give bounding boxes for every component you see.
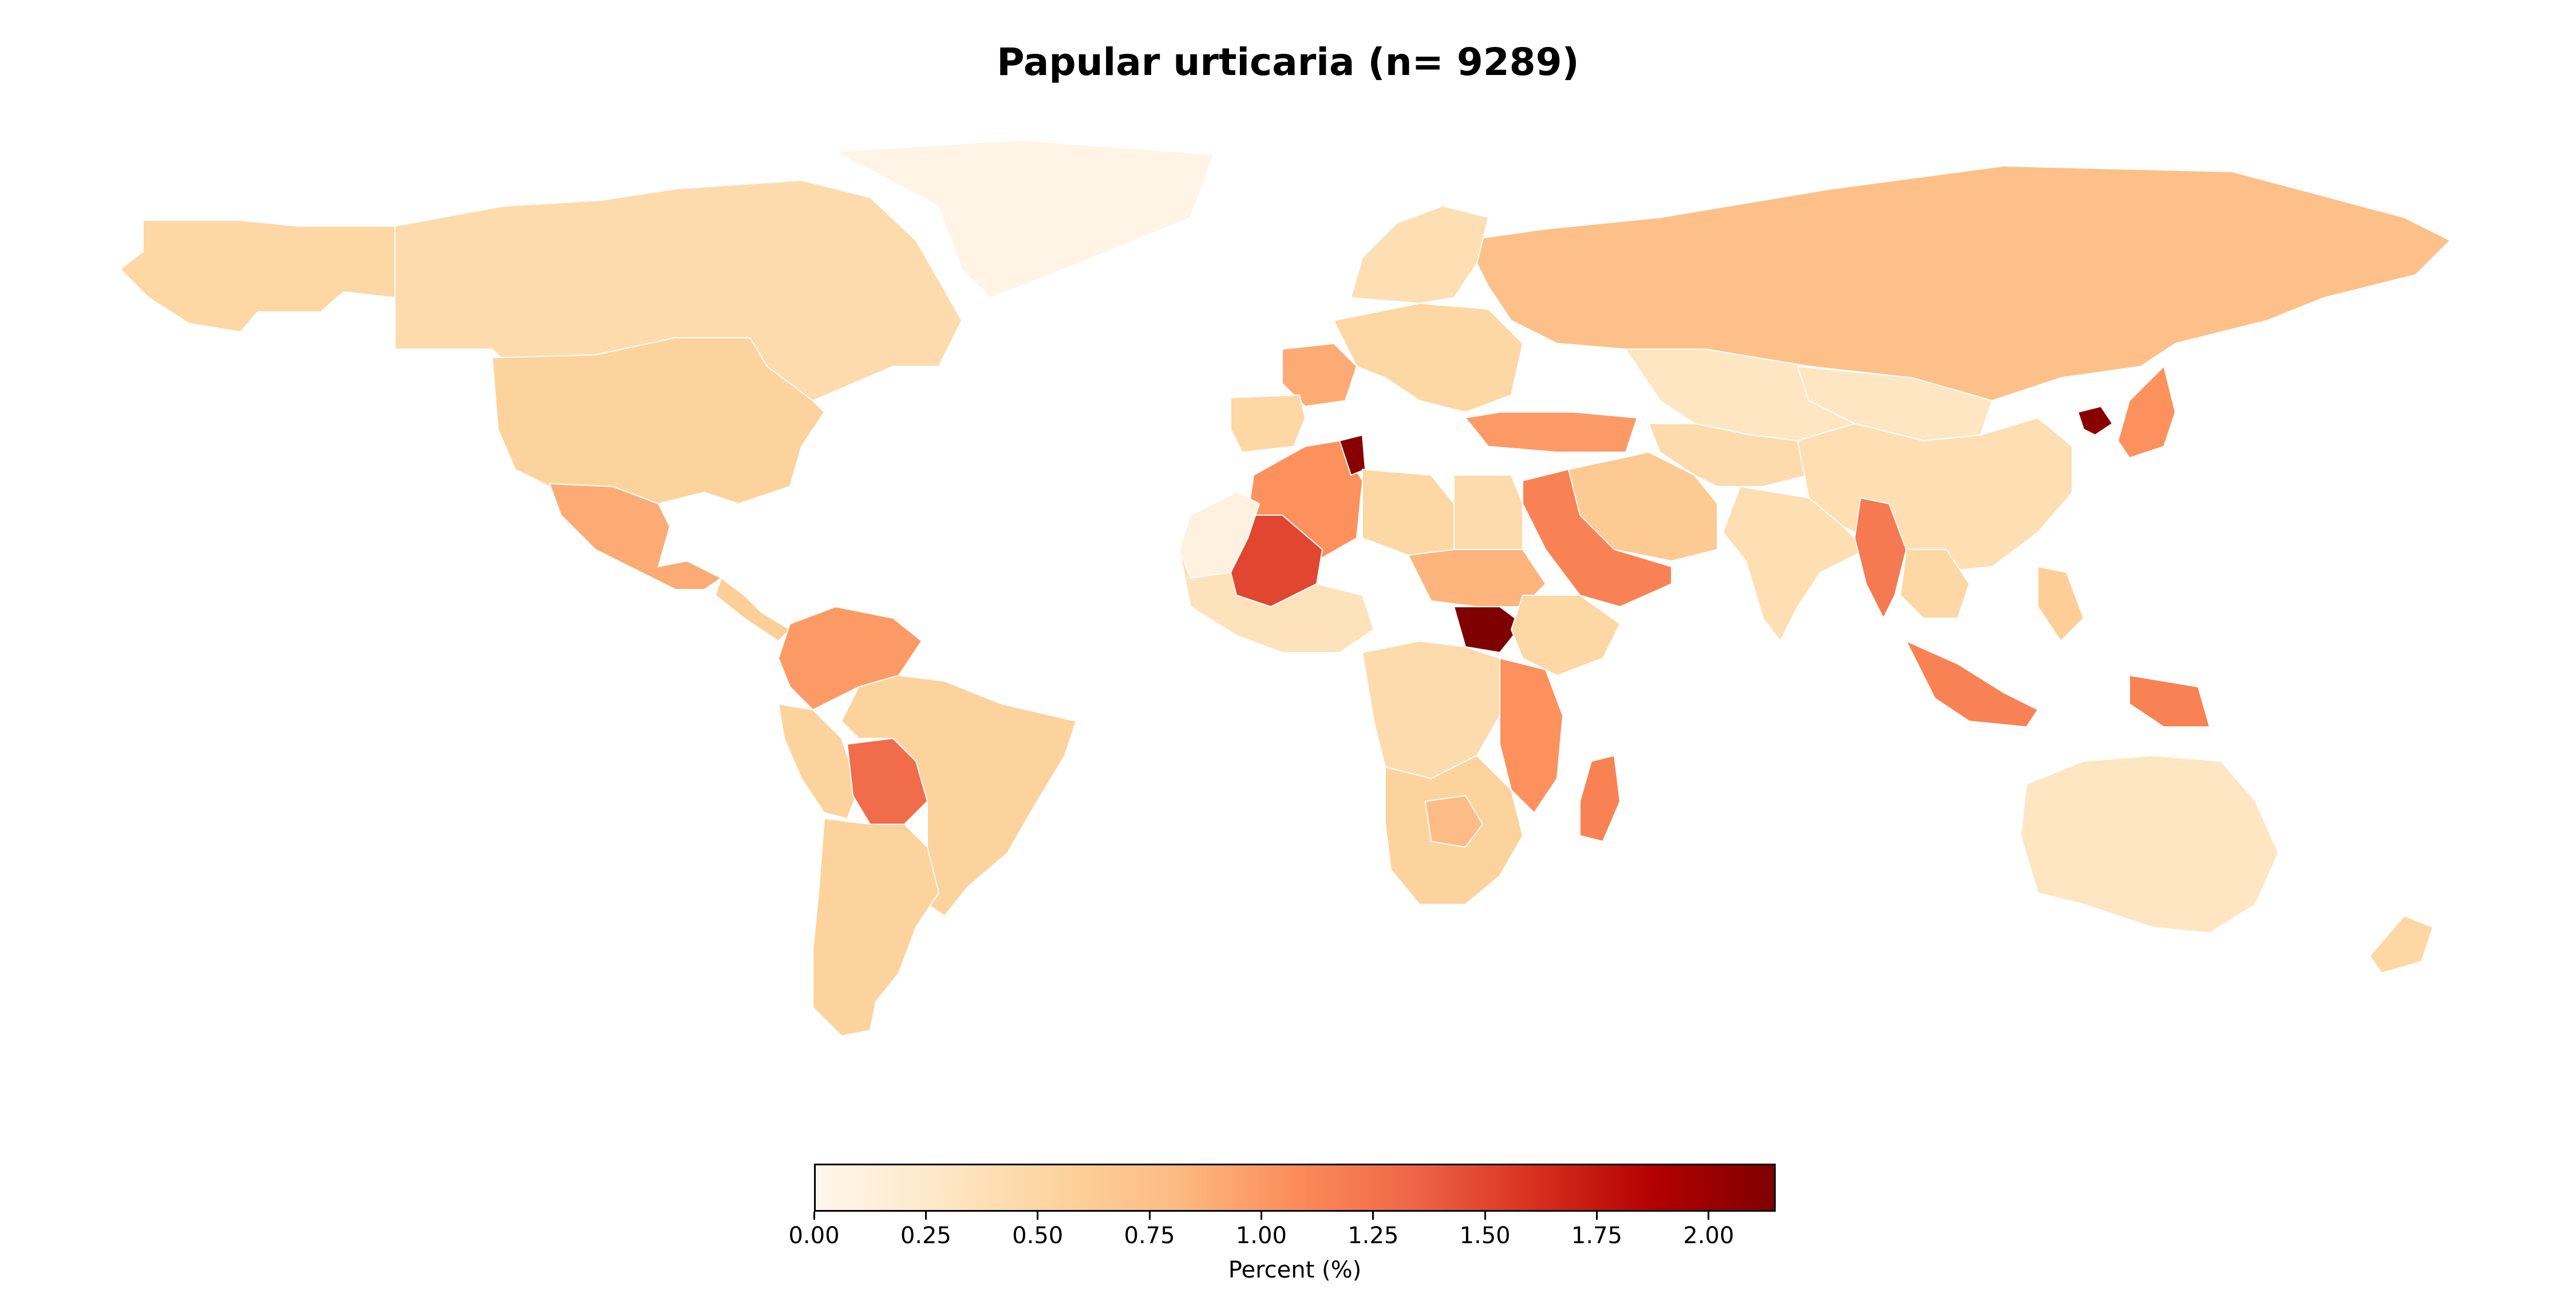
colorbar-gradient [814, 1164, 1776, 1212]
colorbar-tick-label: 1.25 [1348, 1223, 1399, 1249]
region-tanzania-kenya [1499, 657, 1564, 814]
colorbar-tick-label: 0.25 [900, 1223, 951, 1249]
region-japan [2117, 365, 2176, 459]
region-greenland [833, 139, 1215, 299]
region-madagascar [1579, 754, 1621, 843]
colorbar-tick [1372, 1212, 1374, 1220]
colorbar-tick-label: 1.00 [1235, 1223, 1287, 1249]
region-south-sudan [1453, 606, 1524, 654]
region-ethiopia [1510, 595, 1621, 677]
region-india [1722, 485, 1867, 642]
region-central-africa [1361, 640, 1500, 780]
colorbar-tick-label: 0.50 [1012, 1223, 1064, 1249]
colorbar-tick-label: 0.75 [1124, 1223, 1175, 1249]
region-morocco-sahara [1178, 491, 1261, 579]
colorbar-tick [1708, 1212, 1710, 1220]
colorbar-tick-label: 0.00 [788, 1223, 840, 1249]
region-bolivia [846, 737, 929, 825]
colorbar-tick [1148, 1212, 1151, 1220]
region-scandinavia [1350, 205, 1490, 304]
colorbar-label: Percent (%) [1228, 1257, 1362, 1283]
region-iran [1567, 451, 1718, 562]
region-france [1282, 342, 1358, 408]
region-mexico [548, 483, 722, 590]
region-southeast-asia [1899, 549, 1970, 619]
region-russia [1464, 165, 2451, 402]
colorbar-tick [1484, 1212, 1486, 1220]
map-title: Papular urticaria (n= 9289) [997, 40, 1579, 84]
region-philippines [2037, 566, 2085, 642]
colorbar-tick [1260, 1212, 1262, 1220]
region-brazil [840, 674, 1077, 917]
region-indonesia [1905, 639, 2039, 728]
region-new-zealand [2369, 915, 2434, 974]
colorbar-tick-label: 1.75 [1571, 1223, 1622, 1249]
colorbar-tick [924, 1212, 927, 1220]
colorbar-tick-label: 1.50 [1459, 1223, 1511, 1249]
region-egypt [1453, 474, 1523, 550]
region-middle-asia [1647, 423, 1810, 487]
region-west-africa [1178, 548, 1375, 653]
region-argentina-chile [812, 817, 940, 1037]
region-libya [1362, 468, 1455, 562]
region-papua [2129, 674, 2211, 727]
colorbar-tick [1037, 1212, 1039, 1220]
colorbar-tick [813, 1212, 815, 1220]
colorbar [814, 1164, 1776, 1212]
region-western-europe [1333, 302, 1524, 413]
region-north-korea [2077, 405, 2113, 436]
region-peru [777, 703, 860, 820]
region-iberia [1230, 394, 1306, 453]
colorbar-tick [1595, 1212, 1598, 1220]
colorbar-tick-label: 2.00 [1683, 1223, 1735, 1249]
region-usa [491, 337, 825, 505]
region-central-america [714, 577, 791, 642]
region-botswana [1424, 794, 1484, 848]
region-myanmar [1854, 497, 1907, 620]
region-alaska [119, 220, 396, 333]
region-turkey [1464, 412, 1638, 453]
region-mongolia [1796, 365, 1993, 442]
region-australia [2020, 754, 2279, 934]
